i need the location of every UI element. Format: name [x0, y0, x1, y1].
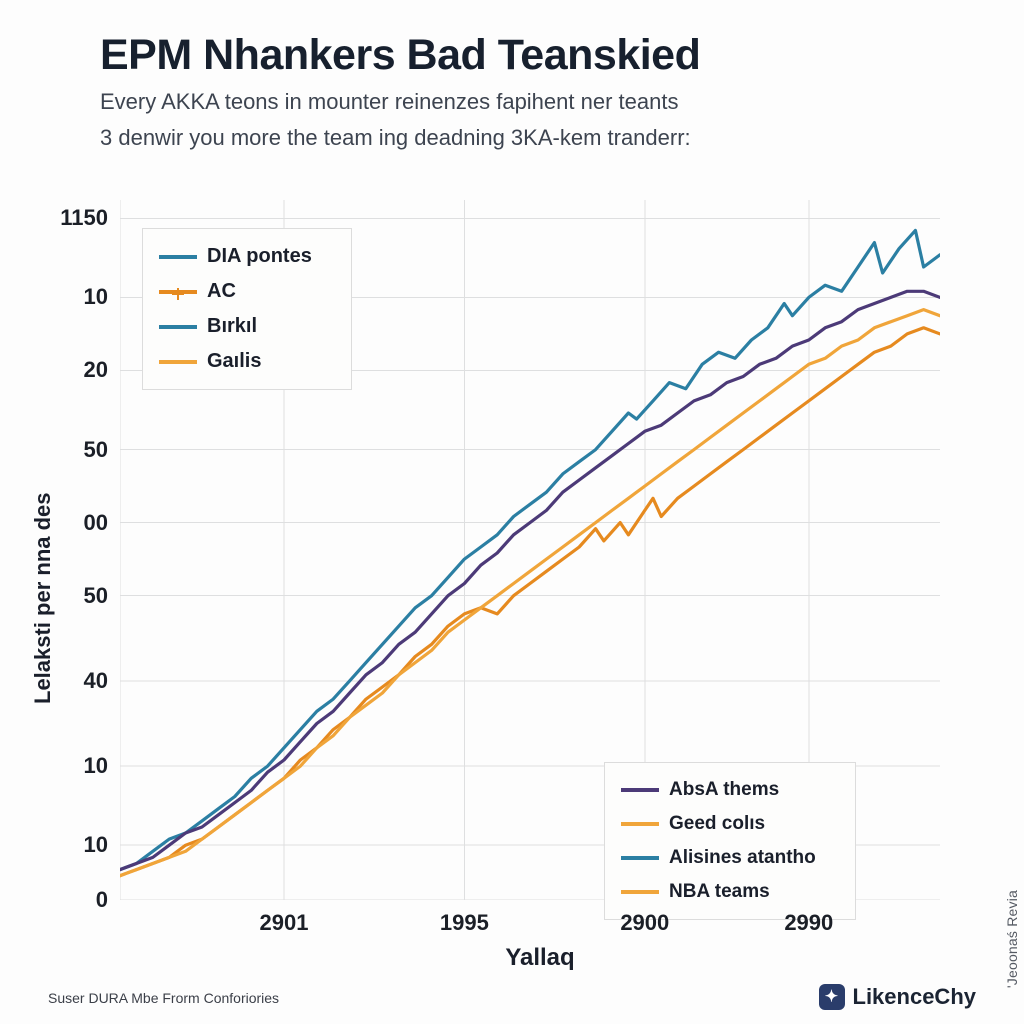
chart-subtitle-line2: 3 denwir you more the team ing deadning …: [100, 123, 880, 153]
legend-item: Alisines atantho: [619, 841, 837, 875]
side-note: 'Jeoonaś Revia: [1004, 890, 1020, 988]
x-tick-label: 2901: [260, 910, 309, 936]
legend-label: NBA teams: [669, 881, 770, 903]
legend-item: DIA pontes: [157, 239, 333, 274]
legend-label: Bırkıl: [207, 315, 257, 338]
legend-label: AbsA thems: [669, 779, 779, 801]
y-tick-label: 1150: [60, 205, 108, 231]
legend-marker-plus-icon: [172, 288, 184, 300]
legend-label: Geed colıs: [669, 813, 765, 835]
x-axis-label: Yallaq: [480, 944, 600, 972]
x-tick-label: 2900: [620, 910, 669, 936]
legend-swatch: [159, 255, 197, 259]
legend-bottom: AbsA thems Geed colıs Alisines atantho NBA …: [604, 762, 856, 920]
legend-item: AC: [157, 274, 333, 309]
y-tick-label: 0: [96, 887, 108, 913]
legend-item: NBA teams: [619, 875, 837, 909]
y-tick-label: 10: [84, 284, 108, 310]
y-tick-label: 20: [84, 357, 108, 383]
legend-item: AbsA thems: [619, 773, 837, 807]
chart-subtitle-line1: Every AKKA teons in mounter reinenzes fa…: [100, 87, 880, 117]
y-tick-label: 50: [84, 583, 108, 609]
legend-swatch: [621, 856, 659, 860]
legend-label: Gaılis: [207, 350, 261, 373]
legend-swatch: [621, 890, 659, 894]
legend-label: AC: [207, 280, 236, 303]
legend-swatch: [159, 325, 197, 329]
legend-swatch: [159, 290, 197, 294]
legend-item: Bırkıl: [157, 309, 333, 344]
x-tick-label: 1995: [440, 910, 489, 936]
legend-top: DIA pontes AC Bırkıl Gaılis: [142, 228, 352, 390]
brand-badge-icon: [819, 984, 845, 1010]
legend-item: Geed colıs: [619, 807, 837, 841]
footer-source: Suser DURA Mbe Frorm Conforiories: [48, 990, 279, 1006]
legend-swatch: [159, 360, 197, 364]
legend-swatch: [621, 788, 659, 792]
legend-item: Gaılis: [157, 344, 333, 379]
chart-title: EPM Nhankers Bad Teanskied: [100, 32, 984, 79]
brand-text: LikenceChy: [853, 984, 977, 1010]
y-tick-label: 00: [84, 510, 108, 536]
chart-container: EPM Nhankers Bad Teanskied Every AKKA te…: [0, 0, 1024, 1024]
y-axis-label: Lelaksti per nna des: [30, 492, 56, 704]
legend-label: Alisines atantho: [669, 847, 816, 869]
footer-brand: LikenceChy: [819, 984, 977, 1010]
y-tick-label: 10: [84, 832, 108, 858]
legend-swatch: [621, 822, 659, 826]
x-tick-label: 2990: [784, 910, 833, 936]
y-tick-label: 40: [84, 668, 108, 694]
y-tick-label: 50: [84, 437, 108, 463]
y-tick-label: 10: [84, 753, 108, 779]
legend-label: DIA pontes: [207, 245, 312, 268]
